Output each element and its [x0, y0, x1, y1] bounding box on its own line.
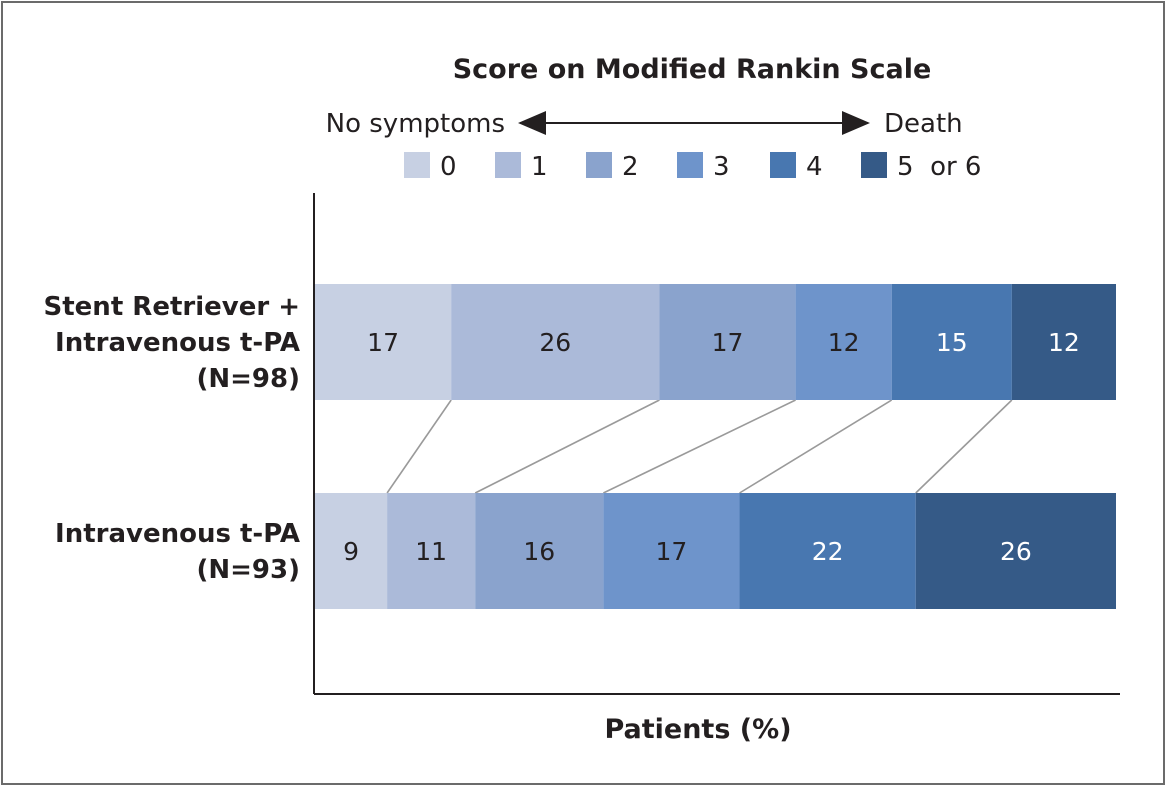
- legend: 0 1 2 3 4 5 or 6: [404, 152, 981, 182]
- bar-segment-r0-s2: [659, 284, 796, 400]
- bar-value-label-r1-s5: 26: [1000, 537, 1032, 566]
- connector-line-4: [739, 399, 893, 494]
- bar-value-label-r1-s2: 16: [523, 537, 555, 566]
- x-axis-label: Patients (%): [604, 714, 791, 745]
- bar-segment-r1-s0: [315, 493, 388, 609]
- bar-segment-r1-s5: [915, 493, 1116, 609]
- chart-title: Score on Modified Rankin Scale: [453, 54, 932, 85]
- connector-line-2: [474, 399, 660, 494]
- category-labels: Stent Retriever + Intravenous t-PA (N=98) I…: [44, 292, 300, 585]
- legend-label-1: 1: [531, 152, 548, 182]
- bar-segment-r1-s3: [603, 493, 740, 609]
- bar-value-label-r0-s0: 17: [367, 328, 399, 357]
- bar-segment-r0-s4: [891, 284, 1012, 400]
- legend-swatch-5: [861, 152, 887, 178]
- bar-value-label-r1-s0: 9: [343, 537, 359, 566]
- bar-value-label-r0-s5: 12: [1048, 328, 1080, 357]
- category-label-r0-line0: Stent Retriever +: [44, 292, 300, 322]
- legend-label-5: 5 or 6: [897, 152, 981, 182]
- connector-lines: [386, 399, 1013, 494]
- legend-label-0: 0: [440, 152, 457, 182]
- legend-label-2: 2: [622, 152, 639, 182]
- legend-label-4: 4: [806, 152, 823, 182]
- bar-segment-r1-s2: [475, 493, 604, 609]
- bar-value-label-r0-s1: 26: [539, 328, 571, 357]
- bar-value-label-r0-s2: 17: [712, 328, 744, 357]
- legend-swatch-0: [404, 152, 430, 178]
- bar-segment-r0-s0: [315, 284, 452, 400]
- category-label-r0-line1: Intravenous t-PA: [55, 328, 300, 358]
- legend-label-3: 3: [713, 152, 730, 182]
- bar-value-label-r1-s4: 22: [812, 537, 844, 566]
- category-label-r1-line0: Intravenous t-PA: [55, 519, 300, 549]
- legend-swatch-4: [770, 152, 796, 178]
- connector-line-3: [603, 399, 796, 494]
- category-label-r1-line1: (N=93): [197, 555, 301, 585]
- category-label-r0-line2: (N=98): [197, 364, 301, 394]
- bar-segment-r0-s5: [1011, 284, 1116, 400]
- bar-segment-r1-s1: [387, 493, 476, 609]
- bar-value-label-r1-s1: 11: [415, 537, 447, 566]
- bar-segment-r0-s3: [795, 284, 892, 400]
- bar-segment-r0-s1: [451, 284, 660, 400]
- bar-segment-r1-s4: [739, 493, 916, 609]
- legend-swatch-3: [677, 152, 703, 178]
- legend-swatch-1: [495, 152, 521, 178]
- scale-left-label: No symptoms: [326, 109, 505, 139]
- connector-line-1: [386, 399, 452, 494]
- bar-value-label-r0-s3: 12: [828, 328, 860, 357]
- scale-right-label: Death: [884, 109, 963, 139]
- bar-value-label-r1-s3: 17: [656, 537, 688, 566]
- connector-line-5: [915, 399, 1013, 494]
- legend-swatch-2: [586, 152, 612, 178]
- bars: 17 26 17 12 15 12 9 11 16 17 22 26: [315, 284, 1116, 609]
- bar-value-label-r0-s4: 15: [936, 328, 968, 357]
